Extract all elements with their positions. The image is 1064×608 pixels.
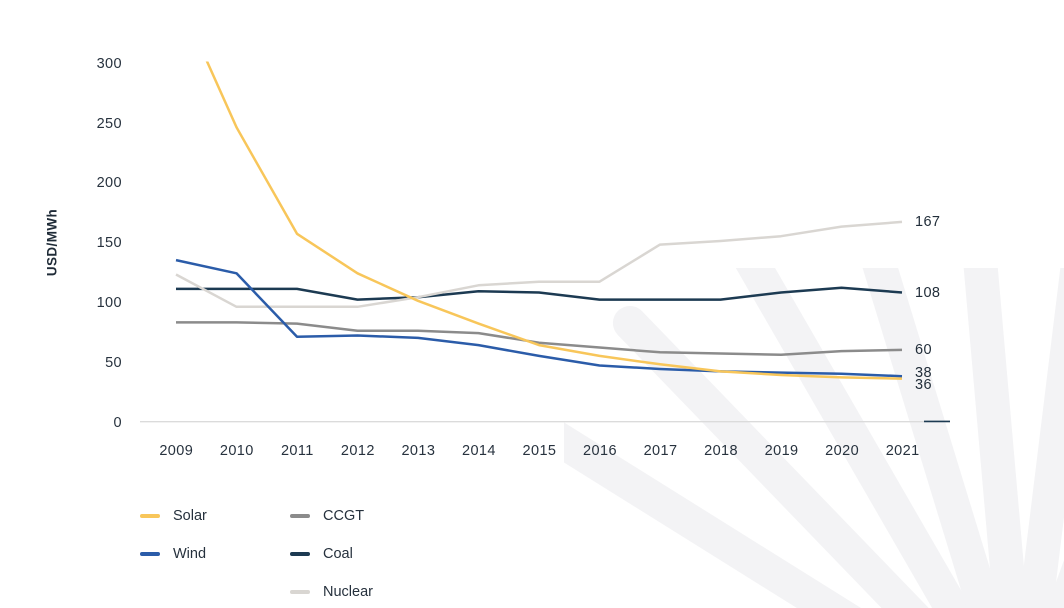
x-tick-label: 2017	[643, 443, 678, 459]
x-tick-label: 2014	[461, 443, 496, 459]
line-wind	[175, 258, 903, 378]
legend-label-coal: Coal	[323, 546, 353, 562]
y-tick-label: 150	[96, 235, 122, 252]
x-tick-label: 2016	[583, 443, 617, 459]
y-tick-label: 50	[105, 354, 122, 371]
legend-label-ccgt: CCGT	[323, 508, 365, 524]
line-coal	[176, 286, 903, 301]
x-tick-label: 2012	[340, 443, 375, 459]
x-axis: 2009 2010 2011 2012 2013 2014 2015 2016 …	[146, 443, 933, 459]
legend-swatch-ccgt	[290, 514, 310, 518]
legend-swatch-nuclear	[290, 590, 310, 594]
end-label-ccgt: 60	[915, 342, 932, 358]
y-tick-label: 300	[96, 55, 122, 72]
x-tick-label: 2013	[401, 443, 436, 459]
line-nuclear	[175, 220, 903, 309]
legend-item-ccgt: CCGT	[290, 497, 373, 535]
y-tick-label: 250	[96, 115, 122, 132]
legend-swatch-wind	[140, 552, 160, 556]
line-solar	[205, 61, 903, 380]
end-label-nuclear: 167	[915, 214, 941, 230]
x-tick-label: 2009	[159, 443, 194, 459]
x-tick-label: 2010	[219, 443, 254, 459]
x-tick-label: 2019	[764, 443, 799, 459]
legend-label-solar: Solar	[173, 508, 207, 524]
y-tick-label: 0	[113, 414, 122, 431]
legend-swatch-solar	[140, 514, 160, 518]
legend-item-solar: Solar	[140, 497, 290, 535]
x-tick-label: 2020	[825, 443, 860, 459]
legend-item-nuclear: Nuclear	[290, 573, 373, 608]
x-tick-label: 2018	[704, 443, 738, 459]
line-ccgt	[176, 321, 903, 356]
y-tick-label: 100	[96, 295, 122, 311]
x-tick-label: 2011	[280, 443, 314, 459]
legend-item-coal: Coal	[290, 535, 373, 573]
legend: Solar Wind CCGT Coal Nuclear	[140, 497, 373, 608]
y-tick-label: 200	[96, 175, 122, 192]
end-label-solar: 36	[915, 376, 932, 393]
legend-label-nuclear: Nuclear	[323, 584, 373, 600]
end-label-coal: 108	[915, 284, 941, 301]
legend-swatch-coal	[290, 552, 310, 556]
end-label-wind: 38	[915, 365, 932, 381]
legend-label-wind: Wind	[173, 546, 207, 562]
x-tick-label: 2021	[885, 443, 920, 459]
x-tick-label: 2015	[522, 443, 557, 459]
legend-item-wind: Wind	[140, 535, 290, 573]
